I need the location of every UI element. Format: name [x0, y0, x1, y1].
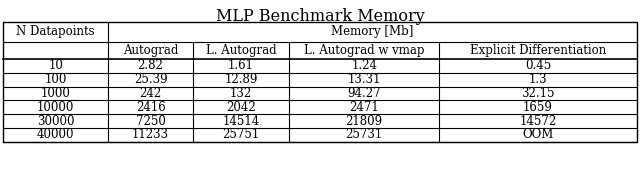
Text: 25.39: 25.39 [134, 73, 168, 86]
Bar [3, 22, 637, 142]
Text: N Datapoints: N Datapoints [16, 25, 95, 38]
Text: 2416: 2416 [136, 101, 166, 114]
Text: 1659: 1659 [523, 101, 553, 114]
Text: 12.89: 12.89 [225, 73, 258, 86]
Text: 11233: 11233 [132, 128, 169, 141]
Text: 32.15: 32.15 [521, 87, 555, 100]
Text: 0.45: 0.45 [525, 59, 551, 72]
Text: 2.82: 2.82 [138, 59, 163, 72]
Text: OOM: OOM [522, 128, 554, 141]
Text: Memory [Mb]: Memory [Mb] [332, 25, 414, 38]
Text: 13.31: 13.31 [348, 73, 381, 86]
Text: L. Autograd w vmap: L. Autograd w vmap [304, 44, 424, 57]
Text: 14514: 14514 [223, 115, 260, 128]
Text: 94.27: 94.27 [348, 87, 381, 100]
Text: 14572: 14572 [520, 115, 557, 128]
Text: 1.24: 1.24 [351, 59, 377, 72]
Text: 2471: 2471 [349, 101, 379, 114]
Text: 21809: 21809 [346, 115, 383, 128]
Text: 7250: 7250 [136, 115, 166, 128]
Text: 25751: 25751 [223, 128, 260, 141]
Text: 132: 132 [230, 87, 252, 100]
Text: 30000: 30000 [37, 115, 74, 128]
Text: 10000: 10000 [37, 101, 74, 114]
Text: 2042: 2042 [226, 101, 256, 114]
Text: 1.61: 1.61 [228, 59, 254, 72]
Text: 40000: 40000 [37, 128, 74, 141]
Text: 10: 10 [48, 59, 63, 72]
Text: 242: 242 [140, 87, 162, 100]
Text: Autograd: Autograd [123, 44, 179, 57]
Text: 100: 100 [44, 73, 67, 86]
Text: 1.3: 1.3 [529, 73, 547, 86]
Text: L. Autograd: L. Autograd [206, 44, 276, 57]
Text: 1000: 1000 [41, 87, 70, 100]
Text: MLP Benchmark Memory: MLP Benchmark Memory [216, 8, 424, 25]
Text: Explicit Differentiation: Explicit Differentiation [470, 44, 606, 57]
Text: 25731: 25731 [346, 128, 383, 141]
